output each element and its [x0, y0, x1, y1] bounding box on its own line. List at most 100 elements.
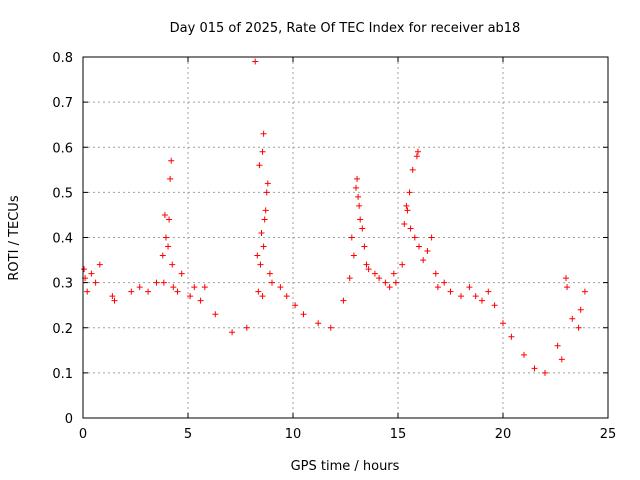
data-point: [413, 153, 420, 160]
chart-title: Day 015 of 2025, Rate Of TEC Index for r…: [170, 21, 521, 36]
data-point: [327, 324, 334, 331]
data-point: [259, 293, 266, 300]
y-tick-label: 0.1: [52, 367, 73, 382]
data-point: [300, 311, 307, 318]
data-point: [92, 279, 99, 286]
data-point: [169, 261, 176, 268]
chart-points: [81, 58, 588, 376]
data-point: [153, 279, 160, 286]
data-point: [558, 356, 565, 363]
data-point: [256, 162, 263, 169]
data-point: [401, 220, 408, 227]
data-point: [407, 225, 414, 232]
data-point: [569, 315, 576, 322]
data-point: [257, 261, 264, 268]
data-point: [409, 166, 416, 173]
x-tick-label: 10: [285, 427, 302, 442]
x-tick-label: 15: [390, 427, 407, 442]
data-point: [581, 288, 588, 295]
data-point: [170, 284, 177, 291]
data-point: [243, 324, 250, 331]
data-point: [406, 189, 413, 196]
data-point: [81, 266, 88, 273]
data-point: [357, 216, 364, 223]
x-tick-label: 0: [79, 427, 87, 442]
data-point: [84, 288, 91, 295]
data-point: [359, 225, 366, 232]
chart-ticks: 0 5 10 15 20 25 0 0.1 0.2 0.3 0.4 0.5 0.6 0.7 0.8: [52, 51, 616, 442]
data-point: [187, 293, 194, 300]
data-point: [466, 284, 473, 291]
data-point: [111, 297, 118, 304]
data-point: [191, 284, 198, 291]
data-point: [266, 270, 273, 277]
data-point: [197, 297, 204, 304]
data-point: [416, 243, 422, 250]
data-point: [355, 193, 362, 200]
data-point: [354, 175, 361, 182]
y-tick-label: 0.8: [52, 51, 73, 66]
data-point: [424, 248, 431, 255]
data-point: [201, 284, 208, 291]
data-point: [269, 279, 275, 286]
data-point: [414, 148, 421, 155]
data-point: [96, 261, 103, 268]
data-point: [350, 252, 357, 259]
data-point: [212, 311, 219, 318]
data-point: [178, 270, 185, 277]
data-point: [162, 234, 169, 241]
data-point: [353, 184, 359, 191]
data-point: [174, 288, 181, 295]
data-point: [145, 288, 152, 295]
data-point: [500, 320, 506, 327]
data-point: [315, 320, 322, 327]
data-point: [404, 207, 411, 214]
data-point: [577, 306, 584, 313]
data-point: [491, 302, 498, 309]
data-point: [521, 351, 527, 358]
data-point: [356, 202, 363, 209]
y-tick-label: 0: [65, 412, 73, 427]
data-point: [365, 266, 372, 273]
data-point: [390, 270, 397, 277]
data-point: [403, 202, 410, 209]
data-point: [363, 261, 370, 268]
data-point: [340, 297, 347, 304]
data-point: [261, 216, 268, 223]
data-point: [411, 234, 418, 241]
data-point: [165, 243, 172, 250]
data-point: [479, 297, 485, 304]
data-point: [458, 293, 464, 300]
data-point: [161, 211, 168, 218]
data-point: [542, 369, 548, 376]
chart-grid: [83, 57, 608, 418]
data-point: [554, 342, 561, 349]
data-point: [564, 284, 571, 291]
x-axis-label: GPS time / hours: [291, 459, 400, 474]
data-point: [575, 324, 582, 331]
data-point: [254, 252, 261, 259]
data-point: [432, 270, 439, 277]
data-point: [283, 293, 290, 300]
data-point: [167, 175, 174, 182]
y-axis-label: ROTI / TECUs: [7, 195, 22, 280]
data-point: [229, 329, 236, 336]
data-point: [531, 365, 538, 372]
data-point: [485, 288, 492, 295]
data-point: [262, 207, 269, 214]
y-tick-label: 0.2: [52, 322, 73, 337]
data-point: [259, 148, 266, 155]
data-point: [371, 270, 378, 277]
data-point: [109, 293, 116, 300]
data-point: [258, 229, 265, 236]
data-point: [166, 216, 173, 223]
y-tick-label: 0.7: [52, 96, 73, 111]
data-point: [277, 284, 284, 291]
data-point: [386, 284, 393, 291]
data-point: [399, 261, 406, 268]
data-point: [260, 243, 267, 250]
data-point: [260, 130, 267, 137]
data-point: [160, 279, 167, 286]
data-point: [472, 293, 479, 300]
